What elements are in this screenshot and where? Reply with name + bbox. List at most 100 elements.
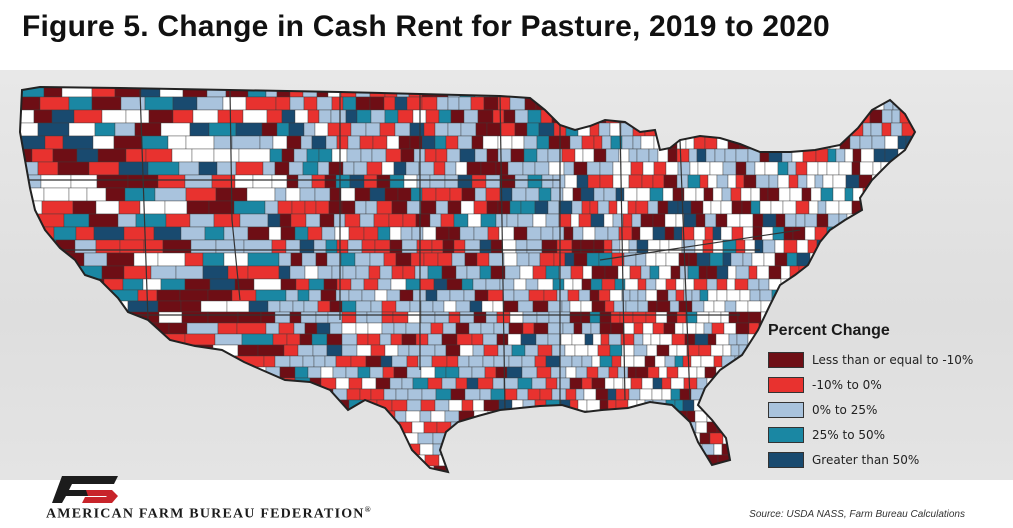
- county-cell: [683, 377, 698, 390]
- county-cell: [459, 311, 475, 324]
- county-cell: [393, 322, 407, 335]
- county-cell: [652, 174, 665, 189]
- county-cell: [665, 161, 679, 176]
- county-cell: [565, 388, 577, 401]
- county-cell: [584, 443, 596, 456]
- county-cell: [245, 96, 277, 111]
- county-cell: [340, 252, 356, 267]
- county-cell: [184, 252, 204, 267]
- county-cell: [726, 278, 736, 291]
- county-cell: [682, 355, 692, 368]
- county-cell: [180, 300, 202, 313]
- county-cell: [477, 109, 494, 124]
- county-cell: [607, 388, 617, 401]
- county-cell: [62, 443, 87, 456]
- county-cell: [567, 289, 580, 302]
- legend-swatch: [768, 427, 804, 443]
- county-cell: [216, 366, 237, 379]
- county-cell: [739, 213, 754, 228]
- county-cell: [727, 265, 737, 280]
- county-cell: [669, 300, 680, 313]
- county-cell: [656, 300, 671, 313]
- county-cell: [405, 410, 421, 423]
- county-cell: [668, 465, 681, 472]
- county-cell: [825, 200, 840, 215]
- county-cell: [376, 174, 391, 189]
- county-cell: [884, 135, 899, 150]
- county-cell: [603, 477, 614, 480]
- county-cell: [344, 465, 360, 472]
- county-cell: [283, 344, 299, 357]
- county-cell: [461, 278, 474, 291]
- county-cell: [448, 311, 461, 324]
- county-cell: [410, 477, 421, 480]
- county-cell: [303, 300, 319, 313]
- county-cell: [504, 388, 518, 401]
- county-cell: [681, 122, 693, 137]
- county-cell: [91, 96, 122, 111]
- county-cell: [495, 366, 508, 379]
- county-cell: [621, 432, 633, 445]
- county-cell: [747, 421, 757, 434]
- county-cell: [670, 109, 680, 124]
- county-cell: [89, 410, 116, 423]
- county-cell: [726, 213, 741, 228]
- county-cell: [905, 300, 915, 313]
- county-cell: [37, 161, 59, 176]
- county-cell: [691, 300, 705, 313]
- county-cell: [20, 96, 41, 111]
- county-cell: [278, 252, 292, 267]
- county-cell: [759, 148, 770, 163]
- county-cell: [405, 322, 421, 335]
- county-cell: [859, 161, 874, 176]
- county-cell: [216, 355, 237, 368]
- county-cell: [724, 300, 737, 313]
- county-cell: [318, 109, 332, 124]
- county-cell: [407, 311, 422, 324]
- county-cell: [510, 148, 525, 163]
- county-cell: [545, 355, 561, 368]
- county-cell: [189, 122, 210, 137]
- county-cell: [611, 355, 622, 368]
- county-cell: [928, 266, 938, 279]
- county-cell: [722, 344, 732, 357]
- county-cell: [289, 96, 305, 111]
- county-cell: [593, 421, 606, 434]
- county-cell: [713, 443, 723, 456]
- county-cell: [600, 333, 610, 346]
- county-cell: [688, 454, 698, 467]
- county-cell: [288, 122, 305, 137]
- county-cell: [689, 161, 699, 176]
- county-cell: [185, 135, 215, 150]
- county-cell: [406, 366, 422, 379]
- county-cell: [299, 333, 313, 346]
- county-cell: [392, 311, 409, 324]
- county-cell: [297, 174, 313, 189]
- county-cell: [363, 454, 378, 467]
- county-cell: [499, 443, 515, 456]
- county-cell: [927, 227, 936, 240]
- county-cell: [348, 377, 363, 390]
- county-cell: [32, 399, 64, 412]
- county-cell: [159, 87, 184, 98]
- county-cell: [778, 187, 791, 202]
- county-cell: [590, 322, 601, 335]
- county-cell: [569, 410, 581, 423]
- county-cell: [652, 87, 665, 98]
- county-cell: [20, 109, 35, 124]
- county-cell: [528, 87, 541, 98]
- county-cell: [286, 174, 299, 189]
- county-cell: [611, 239, 621, 254]
- county-cell: [312, 344, 328, 357]
- county-cell: [885, 213, 895, 228]
- county-cell: [727, 465, 742, 472]
- county-cell: [741, 200, 752, 215]
- county-cell: [597, 87, 609, 98]
- county-cell: [321, 226, 336, 241]
- legend-label: 25% to 50%: [812, 428, 886, 442]
- county-cell: [20, 200, 43, 215]
- county-cell: [453, 213, 469, 228]
- county-cell: [923, 253, 933, 266]
- county-cell: [444, 410, 460, 423]
- county-cell: [575, 388, 585, 401]
